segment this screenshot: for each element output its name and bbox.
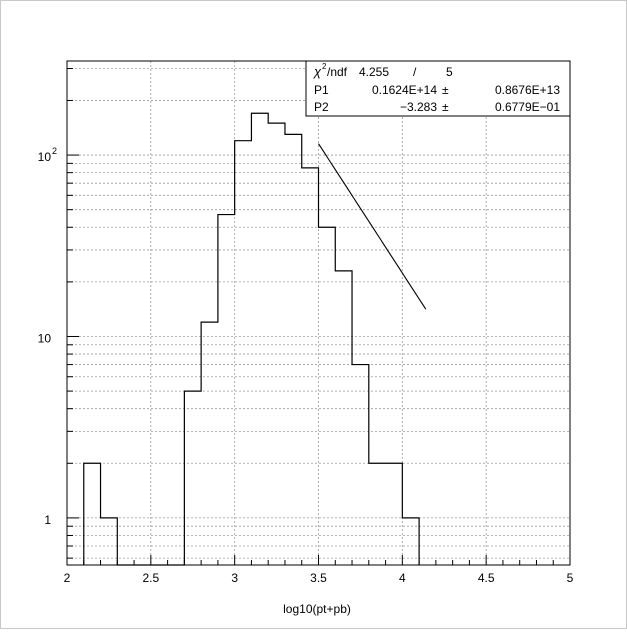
y-tick-label: 10 [38, 331, 52, 345]
chi2-separator: / [413, 65, 417, 79]
histogram-bars [83, 112, 420, 566]
p1-label: P1 [314, 83, 329, 97]
p2-value: −3.283 [400, 100, 437, 114]
histogram-bin [352, 365, 369, 565]
x-axis: 2 2.5 3 3.5 4 4.5 5 [64, 555, 574, 585]
y-tick-label: 1 [44, 513, 51, 527]
p2-plusminus: ± [442, 100, 449, 114]
x-tick-label: 5 [567, 571, 574, 585]
x-tick-label: 3 [231, 571, 238, 585]
fit-stats-box: χ 2 /ndf 4.255 / 5 P1 0.1624E+14 ± 0.867… [305, 60, 571, 117]
fit-curve [318, 143, 427, 310]
p2-error: 0.6779E−01 [495, 100, 560, 114]
histogram-bin [84, 463, 101, 565]
x-tick-label: 4.5 [478, 571, 495, 585]
x-tick-label: 3.5 [310, 571, 327, 585]
histogram-bin [184, 391, 201, 565]
p2-label: P2 [314, 100, 329, 114]
histogram-bin [235, 141, 252, 565]
p1-plusminus: ± [442, 83, 449, 97]
ndf-label: /ndf [327, 65, 348, 79]
x-tick-label: 2.5 [142, 571, 159, 585]
x-tick-label: 4 [399, 571, 406, 585]
p1-value: 0.1624E+14 [372, 83, 437, 97]
histogram-bin [335, 271, 352, 565]
x-axis-label: log10(pt+pb) [283, 602, 351, 616]
histogram-bin [319, 227, 336, 565]
histogram-bin [251, 113, 268, 565]
histogram-outline [83, 112, 420, 566]
p1-error: 0.8676E+13 [495, 83, 560, 97]
histogram-bin [369, 463, 386, 565]
histogram-bin [285, 134, 302, 565]
y-tick-exponent: 2 [52, 146, 57, 156]
histogram-bin [268, 123, 285, 565]
histogram-bin [218, 215, 235, 565]
ndf-value: 5 [446, 65, 453, 79]
histogram-bin [201, 322, 218, 565]
fit-line [318, 143, 427, 310]
histogram-bin [386, 463, 403, 565]
y-tick-label: 10 [38, 150, 52, 164]
chi2-value: 4.255 [359, 65, 389, 79]
chi2-superscript: 2 [322, 62, 327, 71]
x-tick-label: 2 [64, 571, 71, 585]
chi2-symbol: χ [313, 64, 322, 79]
grid-lines [67, 61, 570, 565]
